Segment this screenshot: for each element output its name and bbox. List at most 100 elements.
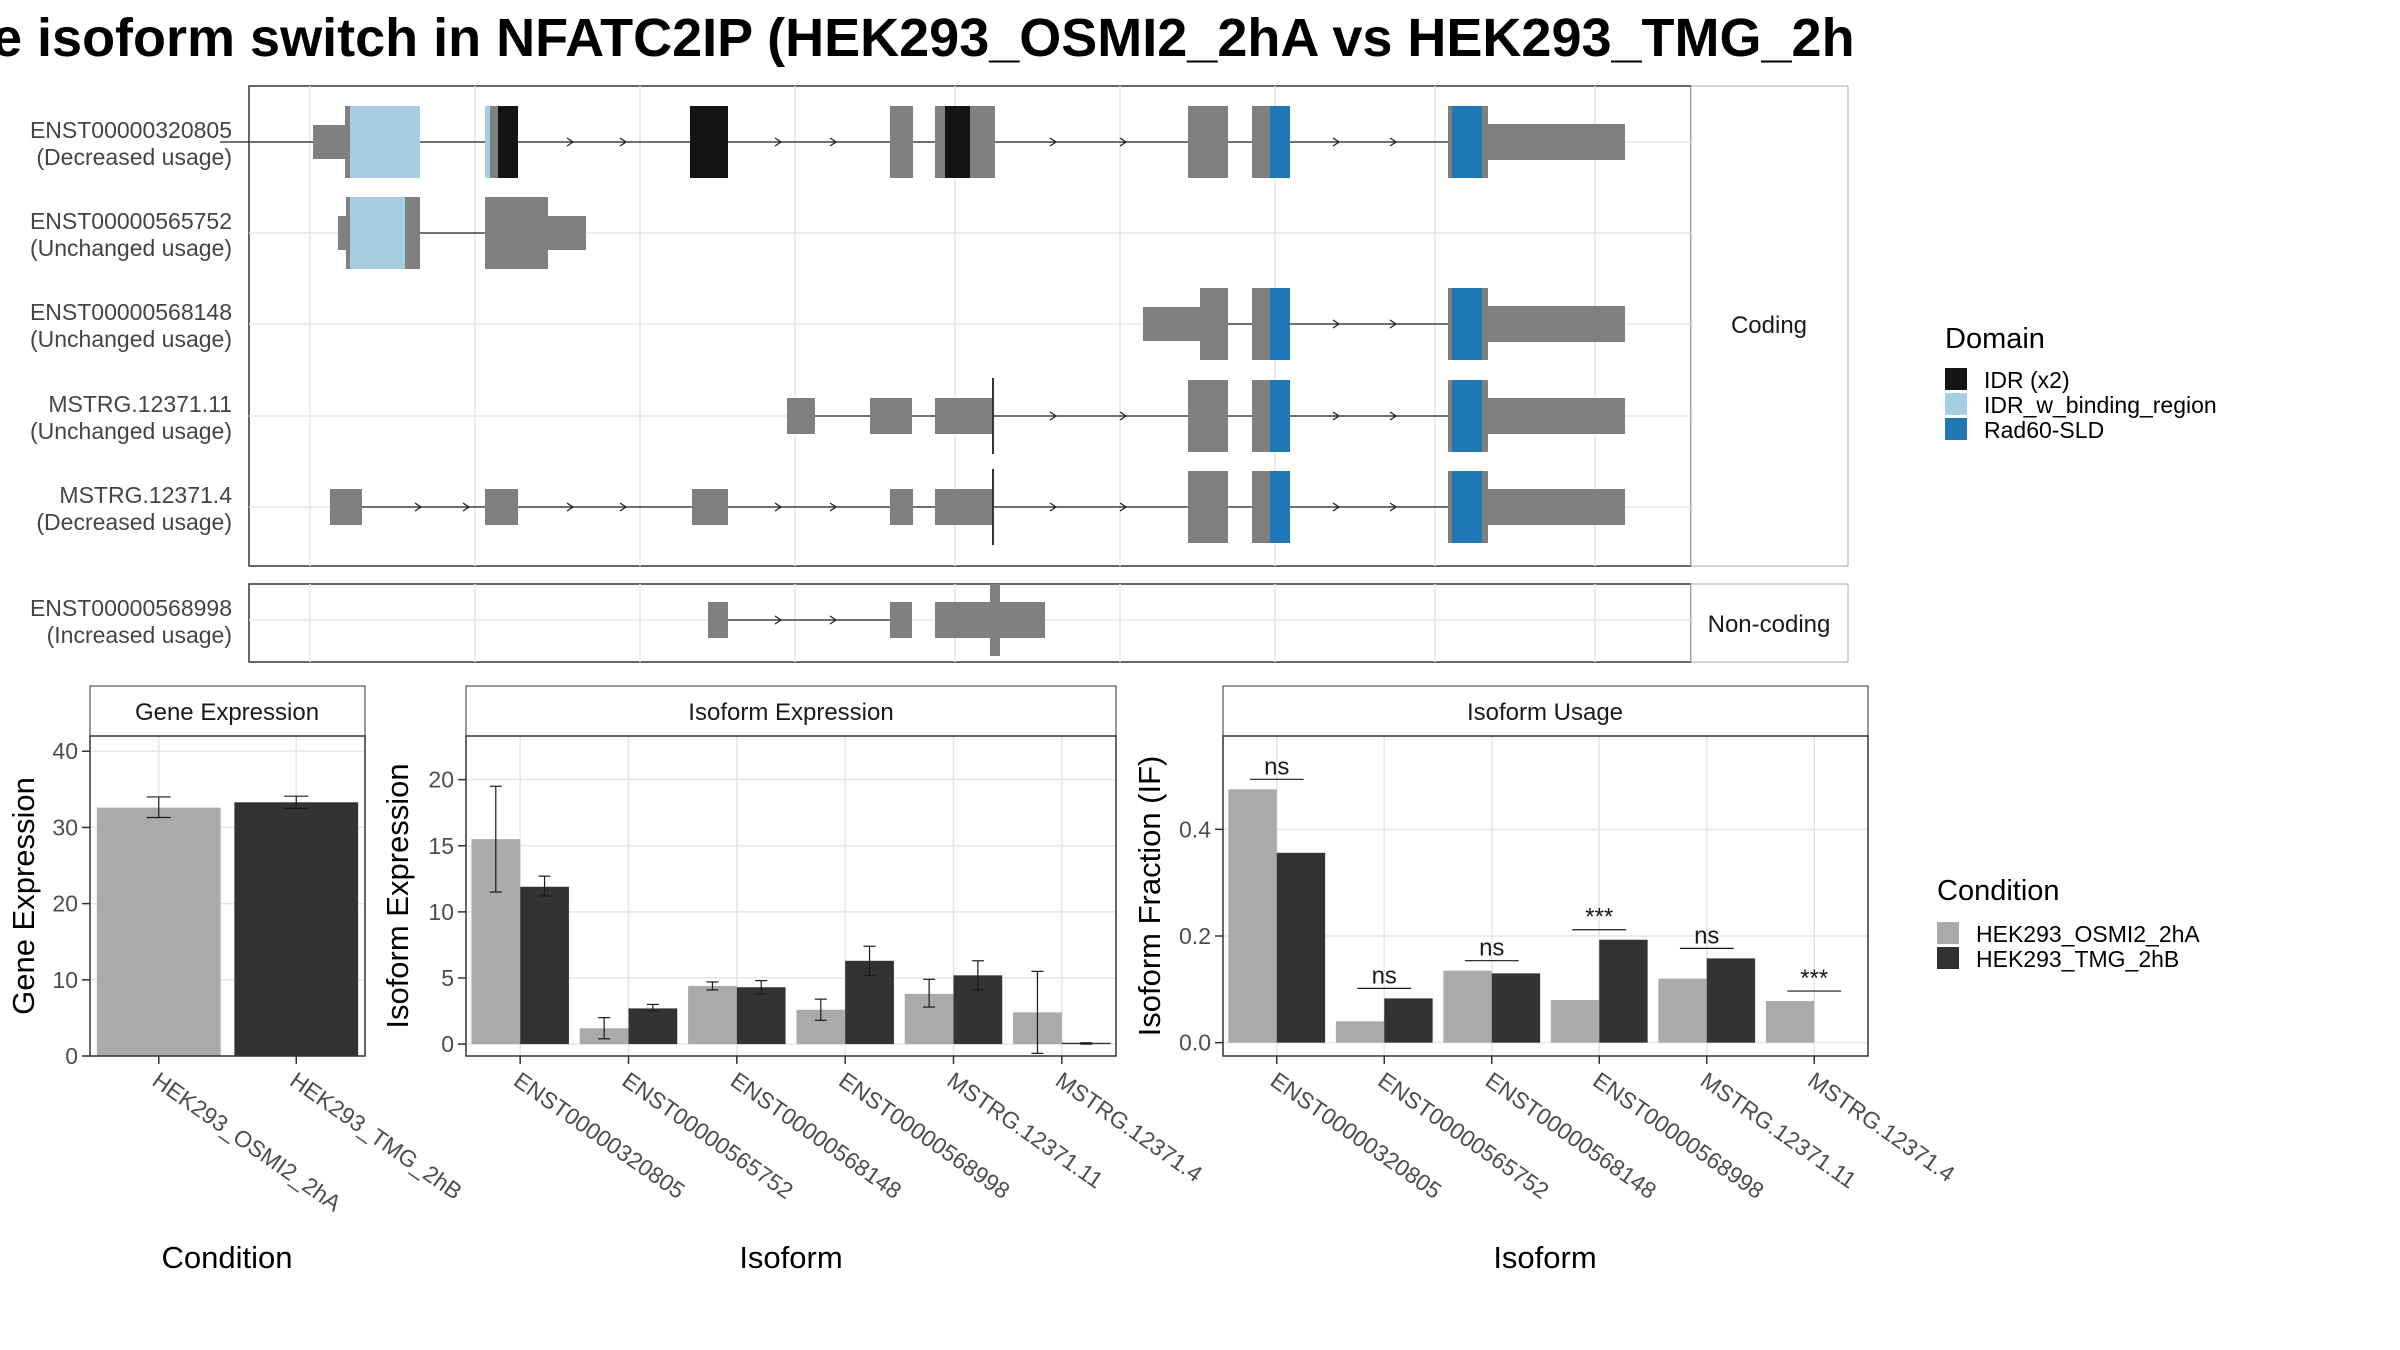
exon-block: [890, 489, 913, 525]
intron-arrow: [1332, 137, 1341, 147]
coding-strip: [1690, 85, 1849, 567]
intron-arrow: [774, 502, 783, 512]
y-tick-label: 0.0: [1179, 1030, 1211, 1056]
exon-block: [485, 489, 518, 525]
bar: [1335, 1021, 1385, 1043]
isoform-usage-plot: 0.00.20.4ENST00000320805ENST00000565752E…: [1179, 736, 1960, 1204]
exon-block: [935, 398, 993, 434]
transcript-usage-label: (Decreased usage): [36, 509, 232, 535]
intron-arrow: [619, 502, 628, 512]
domain-block: [1452, 288, 1482, 360]
exon-block: [692, 489, 728, 525]
y-tick-label: 20: [428, 767, 454, 793]
bar: [1491, 973, 1541, 1043]
intron-arrow: [829, 615, 838, 625]
domain-block: [945, 106, 970, 178]
intron-arrow: [1119, 502, 1128, 512]
isoform-usage-frame: [1222, 735, 1869, 1057]
intron-arrow: [1389, 502, 1398, 512]
domain-block: [1270, 380, 1290, 452]
isoform-usage-panel: Isoform Usage 0.00.20.4ENST00000320805EN…: [1132, 685, 1960, 1275]
legend-label-rad60: Rad60-SLD: [1984, 417, 2104, 443]
exon-block: [485, 197, 548, 269]
intron-arrow: [566, 502, 575, 512]
exon-block: [1488, 306, 1625, 342]
isoform-usage-y-title: Isoform Fraction (IF): [1132, 756, 1167, 1037]
exon-block: [1188, 380, 1228, 452]
legend-label-tmg: HEK293_TMG_2hB: [1976, 946, 2179, 972]
intron-arrow: [1389, 411, 1398, 421]
exon-block: [338, 216, 346, 250]
y-tick-label: 30: [52, 814, 78, 840]
exon-block: [935, 489, 993, 525]
gene-expression-y-title: Gene Expression: [6, 777, 41, 1015]
significance-label: ***: [1800, 965, 1828, 992]
transcript-id-label: MSTRG.12371.4: [59, 482, 232, 508]
domain-legend-title: Domain: [1945, 323, 2045, 355]
domain-block: [1452, 380, 1482, 452]
exon-block: [313, 125, 345, 159]
y-tick-label: 10: [428, 899, 454, 925]
bar: [1765, 1001, 1815, 1043]
transcript-usage-label: (Decreased usage): [36, 144, 232, 170]
bar: [520, 886, 569, 1045]
legend-label-idr-binding: IDR_w_binding_region: [1984, 392, 2217, 418]
bar: [1228, 789, 1277, 1043]
isoform-expression-title: Isoform Expression: [688, 699, 893, 726]
intron-arrow: [1332, 502, 1341, 512]
y-tick-label: 0: [441, 1031, 454, 1057]
y-tick-label: 0.4: [1179, 816, 1211, 842]
bar: [1550, 1000, 1600, 1043]
intron-arrow: [619, 137, 628, 147]
noncoding-strip-label: Non-coding: [1708, 611, 1831, 638]
intron-arrow: [1049, 137, 1058, 147]
coding-strip-label: Coding: [1731, 312, 1807, 339]
transcript-id-label: ENST00000568148: [30, 299, 232, 325]
intron-arrow: [1389, 137, 1398, 147]
domain-block: [498, 106, 518, 178]
gene-expression-title: Gene Expression: [135, 699, 319, 726]
intron-arrow: [1389, 319, 1398, 329]
gene-expression-x-title: Condition: [162, 1240, 293, 1275]
isoform-expression-y-title: Isoform Expression: [380, 763, 415, 1028]
bar: [1276, 852, 1326, 1043]
legend-key-osmi2: [1937, 922, 1959, 944]
y-tick-label: 20: [52, 891, 78, 917]
exon-block: [990, 584, 1000, 656]
exon-block: [890, 602, 912, 638]
transcript-usage-label: (Unchanged usage): [30, 235, 232, 261]
bar: [688, 985, 737, 1045]
significance-label: ***: [1585, 904, 1613, 931]
exon-block: [1188, 106, 1228, 178]
noncoding-transcript-tracks: [708, 584, 1045, 656]
y-tick-label: 10: [52, 967, 78, 993]
y-tick-label: 40: [52, 738, 78, 764]
isoform-expression-strip: [465, 685, 1117, 737]
significance-label: ns: [1479, 935, 1504, 962]
isoform-usage-strip: [1222, 685, 1869, 737]
isoform-expression-frame: [465, 735, 1117, 1057]
exon-block: [708, 602, 728, 638]
bar: [1599, 939, 1648, 1043]
intron-arrow: [1049, 411, 1058, 421]
significance-label: ns: [1372, 962, 1397, 989]
domain-block: [490, 106, 498, 178]
legend-label-idr: IDR (x2): [1984, 367, 2070, 393]
intron-arrow: [462, 502, 471, 512]
intron-arrow: [566, 137, 575, 147]
transcript-id-label: ENST00000320805: [30, 117, 232, 143]
legend-label-osmi2: HEK293_OSMI2_2hA: [1976, 921, 2200, 947]
exon-block: [1143, 307, 1200, 341]
domain-block: [1270, 288, 1290, 360]
exon-block: [1200, 288, 1228, 360]
significance-label: ns: [1694, 922, 1719, 949]
transcript-labels: ENST00000320805 (Decreased usage) ENST00…: [30, 117, 232, 648]
significance-label: ns: [1264, 753, 1289, 780]
exon-block: [870, 398, 912, 434]
domain-block: [1270, 471, 1290, 543]
intron-arrow: [1119, 137, 1128, 147]
bar: [1384, 998, 1433, 1043]
legend-key-tmg: [1937, 947, 1959, 969]
exon-block: [1488, 124, 1625, 160]
bar: [1443, 970, 1492, 1043]
